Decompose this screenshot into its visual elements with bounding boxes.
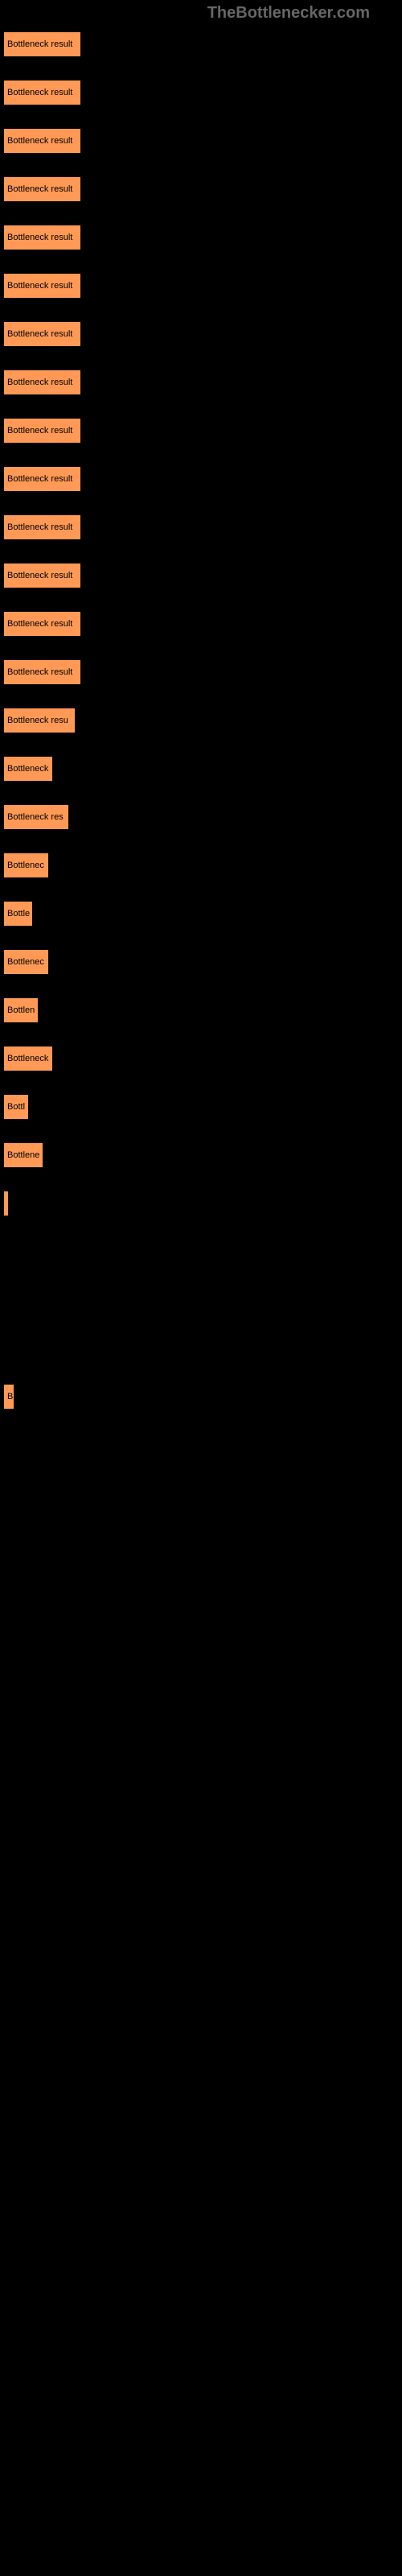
bar-row: B [4,1385,402,1409]
bar-row [4,1288,402,1312]
bar-row: Bottleneck result [4,129,402,153]
bar-row: Bottlenec [4,950,402,974]
bar: Bottleneck result [4,419,80,443]
bar: Bottleneck result [4,129,80,153]
bar-row: Bottleneck result [4,564,402,588]
bar-row: Bottlene [4,1143,402,1167]
watermark-text: TheBottlenecker.com [207,4,370,23]
bar-row: Bottleneck result [4,467,402,491]
bar-row: Bottlen [4,998,402,1022]
bar: Bottleneck result [4,225,80,250]
bar-row: Bottleneck result [4,419,402,443]
bar-row: Bottle [4,902,402,926]
bar-row: Bottleneck [4,1046,402,1071]
bar: Bottl [4,1095,28,1119]
bar: Bottleneck [4,1046,52,1071]
bar: Bottlen [4,998,38,1022]
bar: Bottleneck result [4,515,80,539]
bar: Bottlene [4,1143,43,1167]
bar-row: Bottleneck resu [4,708,402,733]
bar: Bottleneck result [4,467,80,491]
bar: Bottleneck result [4,32,80,56]
bar-row: Bottleneck result [4,515,402,539]
bar-row: Bottlenec [4,853,402,877]
bar-row: Bottleneck result [4,80,402,105]
bar: Bottleneck result [4,564,80,588]
bar-row: Bottleneck result [4,32,402,56]
bar-row: Bottleneck [4,757,402,781]
bar-row: Bottleneck res [4,805,402,829]
bar: Bottleneck res [4,805,68,829]
bar-row: Bottleneck result [4,274,402,298]
bar-row: Bottl [4,1095,402,1119]
bar-row: Bottleneck result [4,370,402,394]
bar: Bottleneck resu [4,708,75,733]
bar-row: Bottleneck result [4,322,402,346]
bar [4,1191,8,1216]
bar-row: Bottleneck result [4,177,402,201]
bar-row: Bottleneck result [4,612,402,636]
bar-row [4,1336,402,1360]
bar-row: Bottleneck result [4,660,402,684]
bar: Bottleneck result [4,612,80,636]
bar: Bottlenec [4,950,48,974]
bar: Bottle [4,902,32,926]
chart-container: Bottleneck result Bottleneck result Bottle… [0,0,402,1409]
bar: Bottleneck [4,757,52,781]
bar: Bottleneck result [4,660,80,684]
bar: B [4,1385,14,1409]
bar-row: Bottleneck result [4,225,402,250]
bar-row [4,1240,402,1264]
bar: Bottleneck result [4,177,80,201]
bar: Bottlenec [4,853,48,877]
bar: Bottleneck result [4,80,80,105]
bar-row [4,1191,402,1216]
bar: Bottleneck result [4,370,80,394]
bar: Bottleneck result [4,322,80,346]
bar: Bottleneck result [4,274,80,298]
